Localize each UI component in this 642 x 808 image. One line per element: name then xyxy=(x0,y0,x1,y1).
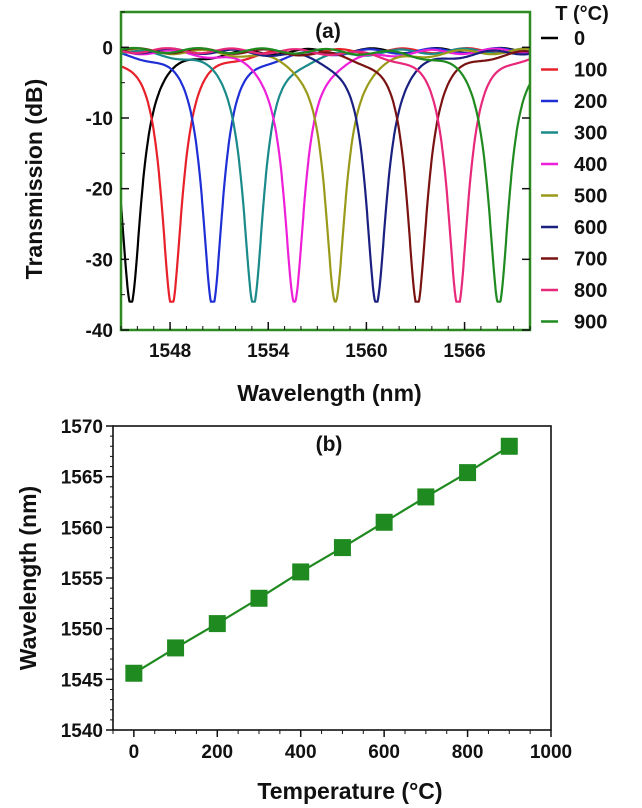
b-x-tick-label: 800 xyxy=(452,742,484,763)
a-legend-label-100: 100 xyxy=(574,60,607,82)
a-panel-label: (a) xyxy=(315,20,341,43)
b-x-tick-label: 1000 xyxy=(530,742,572,763)
b-point-400 xyxy=(292,563,310,581)
b-y-tick-label: 1565 xyxy=(61,468,104,489)
a-x-tick-label: 1560 xyxy=(345,341,387,362)
a-y-tick-label: -40 xyxy=(86,321,113,342)
a-legend-label-800: 800 xyxy=(574,280,607,302)
a-y-tick-label: -20 xyxy=(86,180,113,201)
b-x-tick-label: 600 xyxy=(368,742,400,763)
b-y-tick-label: 1560 xyxy=(61,518,103,539)
a-series-900-line xyxy=(121,46,530,303)
a-legend-label-200: 200 xyxy=(574,91,607,113)
b-y-tick-label: 1570 xyxy=(61,417,103,438)
a-series-400-line xyxy=(121,47,530,303)
a-legend-label-400: 400 xyxy=(574,154,607,176)
b-point-600 xyxy=(375,513,393,531)
b-point-500 xyxy=(333,539,351,557)
a-legend-label-300: 300 xyxy=(574,123,607,145)
b-x-axis-title: Temperature (°C) xyxy=(257,778,442,804)
a-legend: T (°C) 0 100 200 300 400 500 600 700 800 900 xyxy=(541,3,609,334)
b-x-tick-label: 200 xyxy=(201,742,233,763)
b-y-tick-label: 1545 xyxy=(61,670,104,691)
b-y-tick-label: 1540 xyxy=(61,721,103,742)
a-y-tick-label: -10 xyxy=(86,109,113,130)
a-x-axis-title: Wavelength (nm) xyxy=(237,380,421,406)
b-axes-frame xyxy=(112,425,552,731)
a-y-tick-label: 0 xyxy=(102,38,113,59)
b-x-tick-label: 400 xyxy=(285,742,317,763)
a-curves xyxy=(121,46,530,303)
b-point-300 xyxy=(250,589,268,607)
a-axes-frame xyxy=(119,10,532,332)
a-x-tick-label: 1566 xyxy=(443,341,485,362)
b-ticks: 0 200 400 600 800 1000 1540 1545 1550 1555 1560 156… xyxy=(61,417,572,763)
b-point-100 xyxy=(167,639,185,657)
b-series-line xyxy=(133,445,510,675)
a-legend-title: T (°C) xyxy=(555,3,609,25)
b-panel-label: (b) xyxy=(316,433,343,456)
b-point-800 xyxy=(459,464,477,482)
b-y-axis-title: Wavelength (nm) xyxy=(15,486,41,670)
a-legend-label-700: 700 xyxy=(574,249,607,271)
b-y-tick-label: 1555 xyxy=(61,569,104,590)
a-legend-label-0: 0 xyxy=(574,28,585,50)
a-x-tick-label: 1554 xyxy=(247,341,290,362)
a-y-tick-label: -30 xyxy=(86,250,113,271)
a-legend-label-600: 600 xyxy=(574,217,607,239)
panel-a-transmission-spectra: 1548 1554 1560 1566 0 -10 -20 -30 -40 (a) Wavele… xyxy=(21,3,609,406)
a-y-axis-title: Transmission (dB) xyxy=(21,79,47,280)
a-series-800-line xyxy=(121,47,530,303)
b-series xyxy=(125,437,518,682)
b-x-tick-label: 0 xyxy=(129,742,140,763)
b-point-200 xyxy=(208,615,226,633)
a-legend-label-500: 500 xyxy=(574,186,607,208)
b-point-700 xyxy=(417,488,435,506)
b-y-tick-label: 1550 xyxy=(61,620,103,641)
a-legend-label-900: 900 xyxy=(574,312,607,334)
panel-b-dip-wavelength-vs-temperature: 0 200 400 600 800 1000 1540 1545 1550 1555 1560 156… xyxy=(15,417,572,804)
b-point-900 xyxy=(500,437,518,455)
b-point-0 xyxy=(125,664,143,682)
a-ticks: 1548 1554 1560 1566 0 -10 -20 -30 -40 xyxy=(86,11,531,362)
a-x-tick-label: 1548 xyxy=(149,341,191,362)
